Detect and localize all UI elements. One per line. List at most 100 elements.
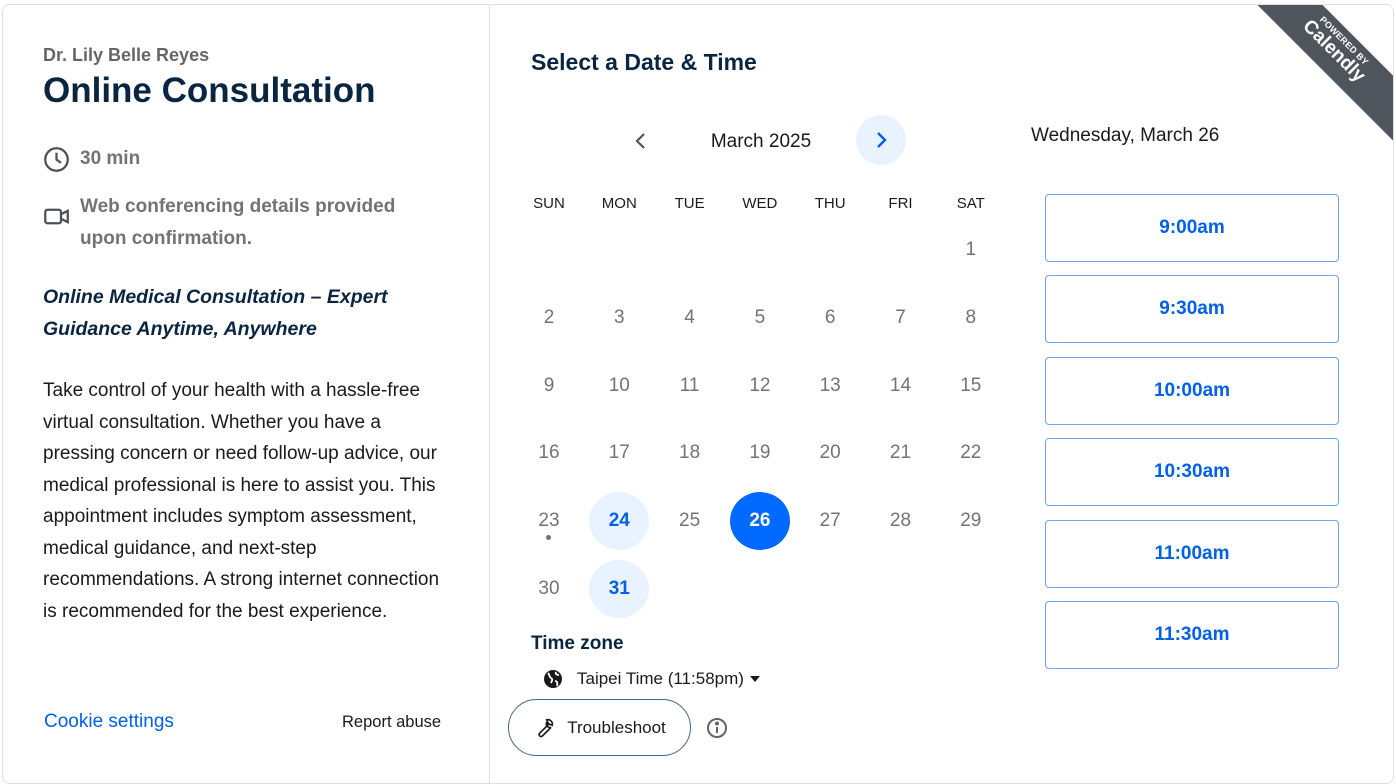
calendar-day: 12	[730, 357, 790, 415]
duration: 30 min	[43, 143, 140, 175]
selected-date-heading: Wednesday, March 26	[1031, 125, 1220, 146]
report-abuse-link[interactable]: Report abuse	[342, 713, 442, 731]
calendar-day: 27	[800, 492, 860, 550]
calendar-day: 13	[800, 357, 860, 415]
calendar-day: 15	[941, 357, 1001, 415]
info-icon	[707, 718, 727, 738]
weekday-mon: MON	[601, 195, 637, 212]
event-title: Online Consultation	[43, 71, 376, 110]
cookie-settings-link[interactable]: Cookie settings	[44, 711, 174, 732]
day-number: 4	[684, 306, 695, 328]
time-slot-button[interactable]: 10:30am	[1045, 438, 1339, 507]
timezone-value: Taipei Time (11:58pm)	[577, 669, 744, 688]
calendar-day: 9	[519, 357, 579, 415]
booking-card: Dr. Lily Belle Reyes Online Consultation…	[2, 4, 1394, 784]
day-number: 16	[538, 442, 560, 464]
calendar-day: 29	[941, 492, 1001, 550]
calendar-day: 25	[660, 492, 720, 550]
current-month: March 2025	[710, 131, 812, 152]
day-number: 9	[543, 374, 555, 396]
powered-by-calendly-badge[interactable]: POWERED BY Calendly	[1240, 5, 1393, 145]
day-number: 11	[679, 374, 700, 396]
duration-text: 30 min	[80, 148, 141, 169]
day-number: 23	[538, 510, 560, 532]
calendar-day: 16	[519, 424, 579, 482]
info-button[interactable]	[706, 717, 728, 744]
chevron-right-icon	[877, 132, 887, 148]
day-number: 6	[824, 306, 836, 328]
weekday-sat: SAT	[956, 195, 985, 212]
weekday-wed: WED	[742, 195, 778, 212]
troubleshoot-label: Troubleshoot	[567, 717, 666, 737]
time-slot-button[interactable]: 11:30am	[1045, 601, 1339, 669]
video-camera-icon	[44, 208, 69, 225]
calendar-day: 6	[800, 289, 860, 347]
calendar-day: 17	[589, 424, 649, 482]
timezone-select[interactable]: Taipei Time (11:58pm)	[543, 669, 760, 689]
weekday-sun: SUN	[533, 195, 565, 212]
day-number: 14	[889, 374, 912, 396]
time-slot-button[interactable]: 9:00am	[1045, 194, 1339, 262]
host-name: Dr. Lily Belle Reyes	[43, 45, 210, 65]
weekday-fri: FRI	[888, 195, 913, 212]
calendar-day: 8	[941, 289, 1001, 347]
day-number: 21	[889, 442, 912, 464]
day-number: 10	[608, 374, 630, 396]
calendar-day: 18	[660, 424, 720, 482]
day-number: 30	[538, 578, 560, 599]
calendar-day: 22	[941, 424, 1001, 482]
calendar-day: 14	[871, 357, 931, 415]
day-number: 15	[960, 374, 982, 396]
day-number: 24	[608, 510, 630, 532]
day-number: 26	[749, 510, 771, 532]
location-text: Web conferencing details provided upon c…	[80, 196, 396, 249]
day-number: 20	[819, 442, 841, 464]
weekday-thu: THU	[814, 195, 846, 212]
today-indicator	[546, 535, 551, 541]
event-details-panel: Dr. Lily Belle Reyes Online Consultation…	[3, 5, 490, 783]
calendar-day[interactable]: 31	[589, 560, 650, 618]
time-slot-button[interactable]: 9:30am	[1045, 275, 1339, 344]
location: Web conferencing details provided upon c…	[43, 191, 443, 255]
chevron-left-icon	[635, 133, 645, 149]
day-number: 19	[749, 442, 771, 464]
day-number: 8	[965, 306, 977, 328]
calendar-day: 5	[730, 289, 790, 347]
event-subtitle: Online Medical Consultation – Expert Gui…	[43, 286, 388, 340]
day-number: 22	[960, 442, 982, 464]
time-slot-button[interactable]: 11:00am	[1045, 519, 1339, 588]
troubleshoot-button[interactable]: Troubleshoot	[508, 699, 691, 756]
page-title: Select a Date & Time	[531, 49, 757, 75]
day-number: 31	[608, 578, 630, 599]
calendar-day: 23	[519, 492, 579, 550]
day-number: 28	[889, 510, 912, 532]
calendar-day: 30	[519, 560, 579, 618]
calendar-day: 1	[941, 221, 1001, 279]
day-number: 27	[819, 510, 841, 532]
day-number: 18	[679, 442, 701, 464]
calendar-day: 28	[871, 492, 931, 550]
day-number: 25	[679, 510, 701, 532]
calendar-day-selected[interactable]: 26	[729, 492, 790, 551]
calendar-day: 20	[800, 424, 860, 482]
calendar-day[interactable]: 24	[589, 492, 650, 551]
day-number: 7	[895, 306, 906, 328]
day-number: 2	[543, 306, 555, 328]
calendar-day: 21	[871, 424, 931, 482]
day-number: 13	[819, 374, 841, 396]
wrench-icon	[538, 718, 554, 737]
time-slot-button[interactable]: 10:00am	[1045, 356, 1339, 425]
caret-down-icon	[749, 676, 760, 682]
calendar-day: 2	[519, 289, 579, 347]
day-number: 29	[960, 510, 982, 532]
calendar-day: 10	[589, 357, 649, 415]
timezone-label: Time zone	[531, 633, 624, 654]
previous-month-button[interactable]	[623, 123, 659, 159]
calendar-day: 19	[730, 424, 790, 482]
globe-icon	[544, 670, 562, 688]
calendar-day: 7	[871, 289, 931, 347]
event-description: Take control of your health with a hassl…	[43, 380, 440, 622]
day-number: 5	[754, 306, 766, 328]
next-month-button[interactable]	[856, 115, 906, 165]
day-number: 12	[749, 374, 771, 396]
